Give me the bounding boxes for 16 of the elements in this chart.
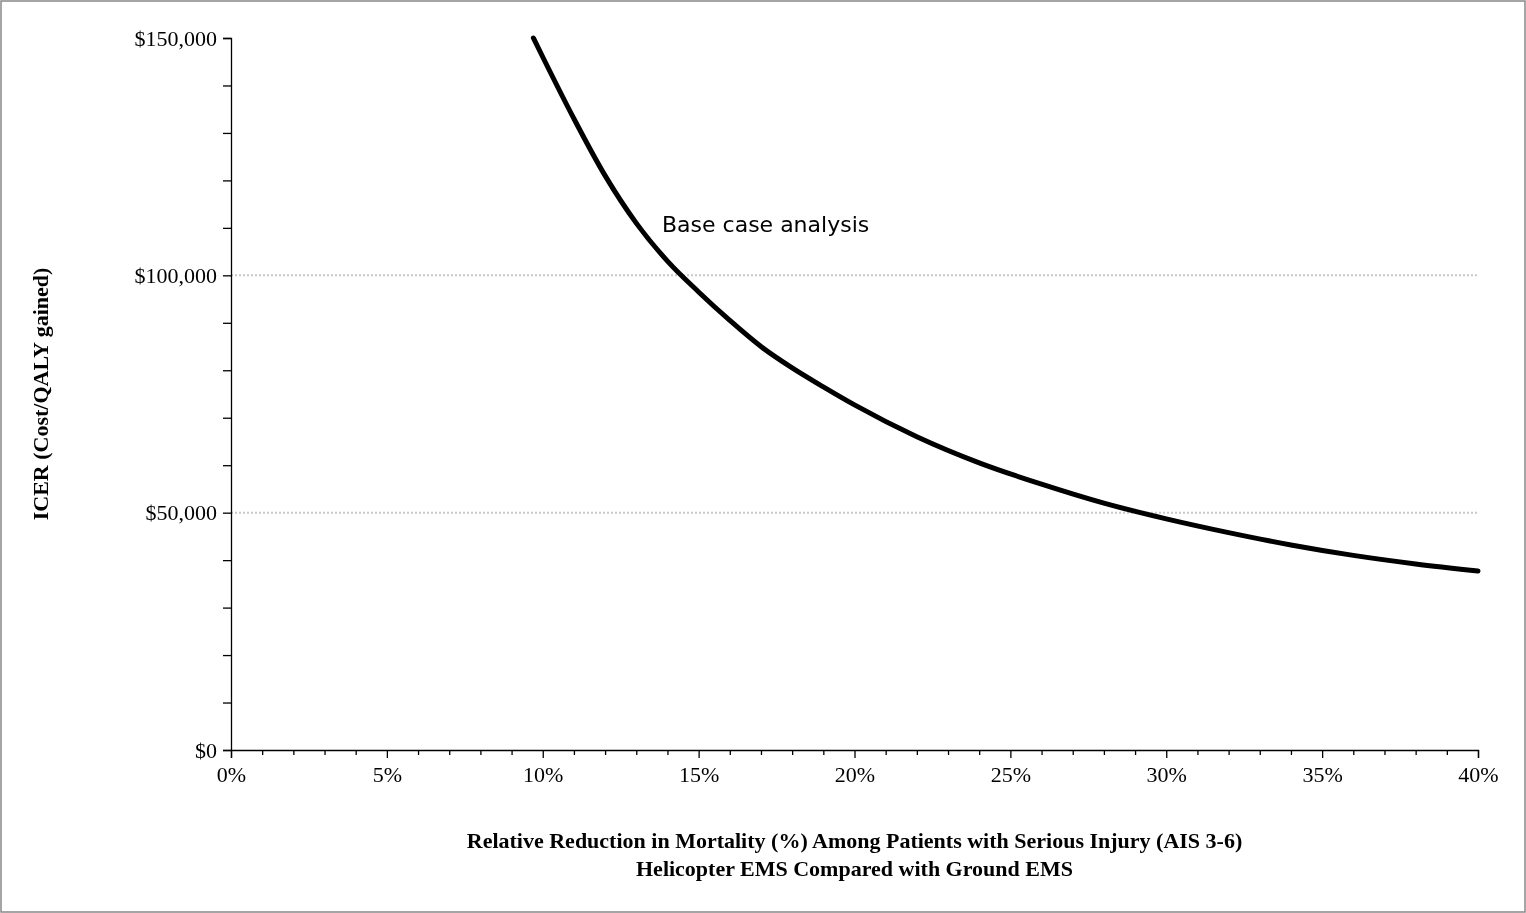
x-tick-label: 10% [523,761,564,787]
x-tick-label: 5% [372,761,403,787]
y-axis-title: ICER (Cost/QALY gained) [28,267,53,521]
y-tick-label: $150,000 [134,25,217,51]
y-tick-label: $100,000 [134,262,217,288]
x-tick-label: 30% [1146,761,1187,787]
x-tick-label: 35% [1302,761,1343,787]
y-tick-label: $0 [195,737,217,763]
annotation: Base case analysis [662,212,870,237]
x-axis-title: Relative Reduction in Mortality (%) Among Patients with Serious Injury (AIS 3-6) Helicopter EMS Compared with Ground EMS [466,828,1243,881]
x-tick-label: 0% [216,761,247,787]
x-tick-label: 15% [678,761,720,787]
y-tick-label: $50,000 [145,500,217,526]
x-tick-label: 20% [834,761,876,787]
x-tick-label: 25% [990,761,1032,787]
x-tick-label: 40% [1458,761,1499,787]
